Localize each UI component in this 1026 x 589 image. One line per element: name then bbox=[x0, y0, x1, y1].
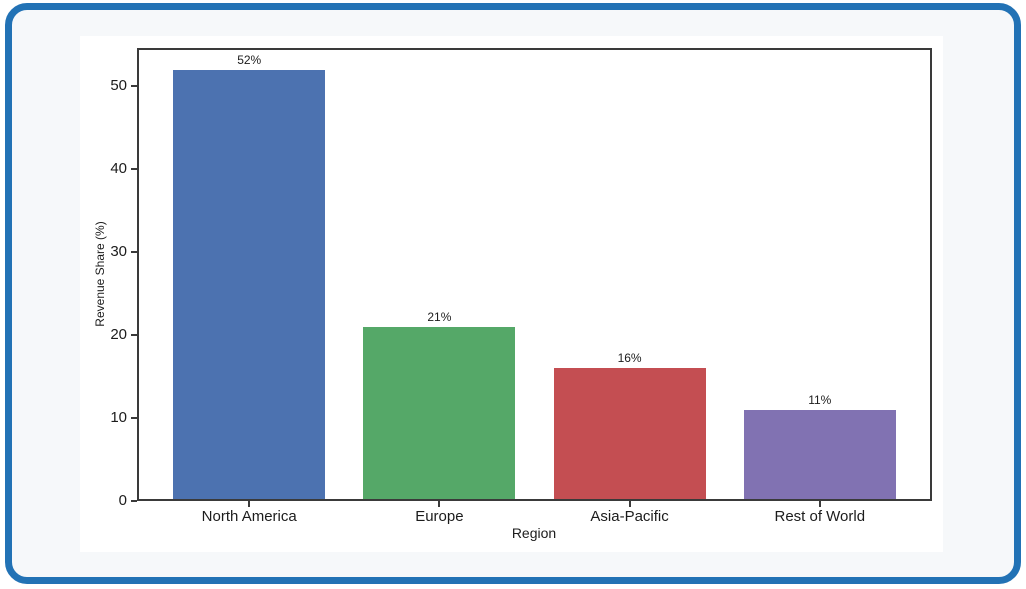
figure-panel bbox=[80, 36, 943, 552]
